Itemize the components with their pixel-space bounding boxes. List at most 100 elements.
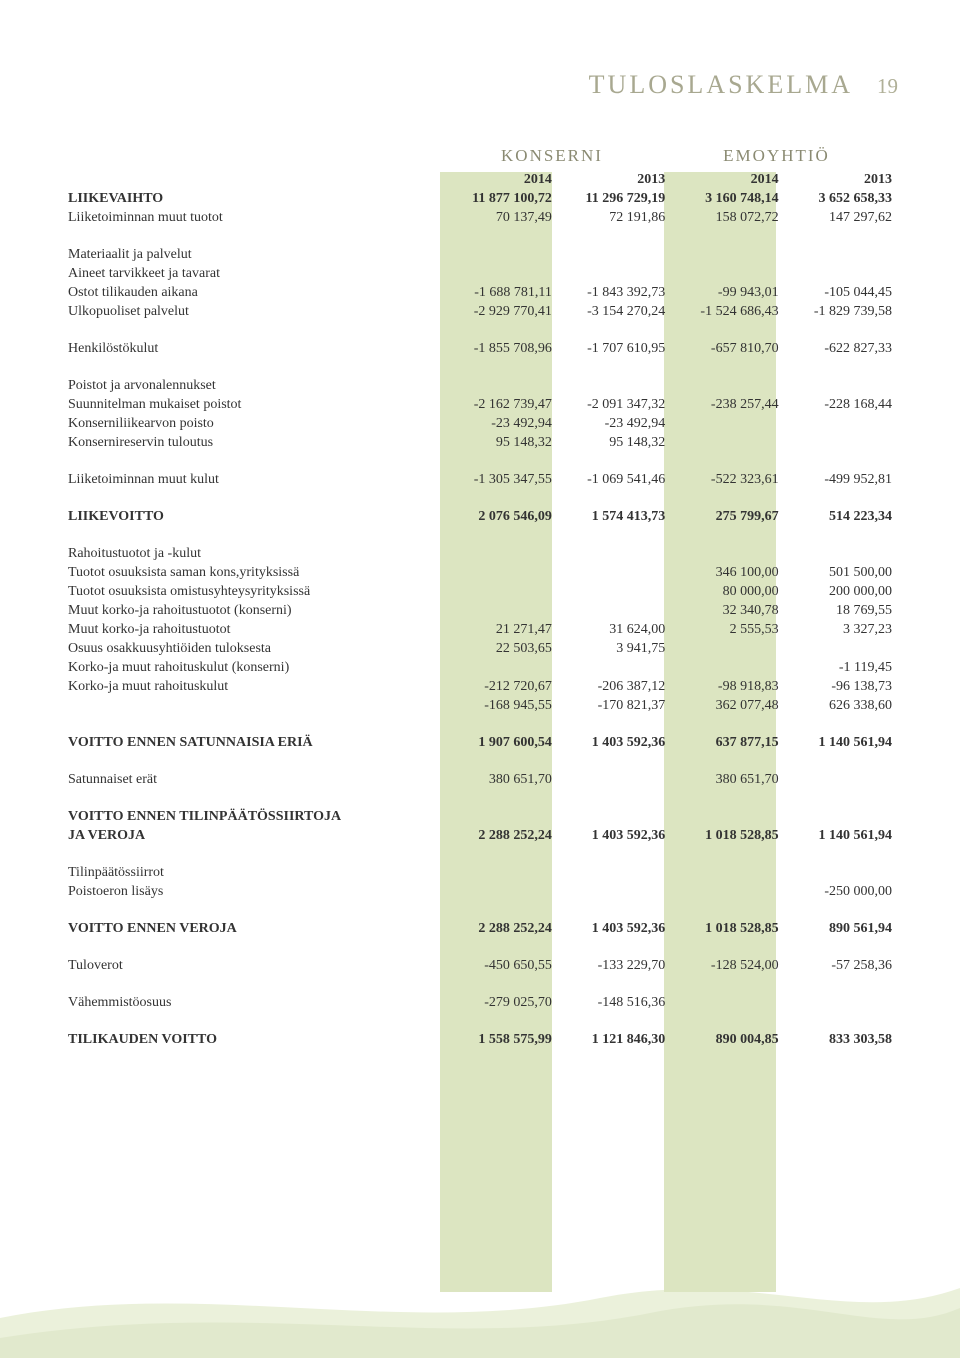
table-row: LIIKEVOITTO2 076 546,091 574 413,73275 7…: [62, 507, 898, 526]
cell-c2: -206 387,12: [558, 677, 671, 696]
cell-c3: [671, 245, 784, 264]
row-label: Tuotot osuuksista omistusyhteysyrityksis…: [62, 582, 445, 601]
cell-c1: [445, 863, 558, 882]
cell-c2: 72 191,86: [558, 208, 671, 227]
cell-c3: [671, 658, 784, 677]
cell-c4: [785, 433, 898, 452]
cell-c1: 1 907 600,54: [445, 733, 558, 752]
table-row: Osuus osakkuusyhtiöiden tuloksesta22 503…: [62, 639, 898, 658]
row-label: Konsernireservin tuloutus: [62, 433, 445, 452]
cell-c1: [445, 264, 558, 283]
cell-c4: [785, 264, 898, 283]
cell-c4: [785, 770, 898, 789]
cell-c4: -96 138,73: [785, 677, 898, 696]
cell-c4: 501 500,00: [785, 563, 898, 582]
table-row: VOITTO ENNEN VEROJA2 288 252,241 403 592…: [62, 919, 898, 938]
cell-c4: 833 303,58: [785, 1030, 898, 1049]
cell-c4: [785, 807, 898, 826]
cell-c4: -1 119,45: [785, 658, 898, 677]
column-group-labels: KONSERNI EMOYHTIÖ: [440, 146, 898, 166]
row-label: Poistot ja arvonalennukset: [62, 376, 445, 395]
cell-c2: -1 843 392,73: [558, 283, 671, 302]
row-label: LIIKEVOITTO: [62, 507, 445, 526]
table-row: Ulkopuoliset palvelut-2 929 770,41-3 154…: [62, 302, 898, 321]
year-c3: 2014: [671, 170, 784, 189]
cell-c4: -105 044,45: [785, 283, 898, 302]
cell-c3: 380 651,70: [671, 770, 784, 789]
table-row: TILIKAUDEN VOITTO1 558 575,991 121 846,3…: [62, 1030, 898, 1049]
cell-c1: 2 076 546,09: [445, 507, 558, 526]
table-row: Poistot ja arvonalennukset: [62, 376, 898, 395]
cell-c1: 2 288 252,24: [445, 919, 558, 938]
cell-c3: 890 004,85: [671, 1030, 784, 1049]
year-c4: 2013: [785, 170, 898, 189]
cell-c1: 2 288 252,24: [445, 826, 558, 845]
cell-c2: 3 941,75: [558, 639, 671, 658]
cell-c3: [671, 264, 784, 283]
cell-c2: [558, 882, 671, 901]
cell-c1: 22 503,65: [445, 639, 558, 658]
cell-c4: 1 140 561,94: [785, 733, 898, 752]
table-row: [62, 975, 898, 993]
page-number: 19: [877, 74, 898, 99]
table-row: Ostot tilikauden aikana-1 688 781,11-1 8…: [62, 283, 898, 302]
cell-c2: [558, 563, 671, 582]
cell-c2: -3 154 270,24: [558, 302, 671, 321]
table-row: Poistoeron lisäys-250 000,00: [62, 882, 898, 901]
table-row: [62, 227, 898, 245]
row-label: [62, 696, 445, 715]
table-row: VOITTO ENNEN SATUNNAISIA ERIÄ1 907 600,5…: [62, 733, 898, 752]
cell-c3: [671, 863, 784, 882]
cell-c1: 21 271,47: [445, 620, 558, 639]
table-row: [62, 938, 898, 956]
row-label: Aineet tarvikkeet ja tavarat: [62, 264, 445, 283]
cell-c2: 31 624,00: [558, 620, 671, 639]
table-row: Konsernireservin tuloutus95 148,3295 148…: [62, 433, 898, 452]
cell-c2: -23 492,94: [558, 414, 671, 433]
table-row: Tuotot osuuksista omistusyhteysyrityksis…: [62, 582, 898, 601]
cell-c3: -128 524,00: [671, 956, 784, 975]
cell-c3: 362 077,48: [671, 696, 784, 715]
cell-c1: 1 558 575,99: [445, 1030, 558, 1049]
table-row: [62, 789, 898, 807]
cell-c4: 3 652 658,33: [785, 189, 898, 208]
row-label: Henkilöstökulut: [62, 339, 445, 358]
cell-c3: -657 810,70: [671, 339, 784, 358]
cell-c3: 1 018 528,85: [671, 919, 784, 938]
table-row: Tuloverot-450 650,55-133 229,70-128 524,…: [62, 956, 898, 975]
cell-c4: [785, 376, 898, 395]
cell-c2: 1 403 592,36: [558, 826, 671, 845]
cell-c2: -170 821,37: [558, 696, 671, 715]
cell-c2: [558, 601, 671, 620]
cell-c4: 514 223,34: [785, 507, 898, 526]
cell-c1: -1 305 347,55: [445, 470, 558, 489]
cell-c4: 200 000,00: [785, 582, 898, 601]
cell-c3: 158 072,72: [671, 208, 784, 227]
row-label: Muut korko-ja rahoitustuotot (konserni): [62, 601, 445, 620]
cell-c2: -2 091 347,32: [558, 395, 671, 414]
cell-c4: 890 561,94: [785, 919, 898, 938]
table-row: Konserniliikearvon poisto-23 492,94-23 4…: [62, 414, 898, 433]
cell-c1: [445, 601, 558, 620]
table-row: [62, 321, 898, 339]
cell-c1: -212 720,67: [445, 677, 558, 696]
cell-c1: [445, 882, 558, 901]
cell-c3: -1 524 686,43: [671, 302, 784, 321]
cell-c4: [785, 993, 898, 1012]
cell-c3: [671, 639, 784, 658]
table-row: Rahoitustuotot ja -kulut: [62, 544, 898, 563]
table-row: [62, 752, 898, 770]
table-row: -168 945,55-170 821,37362 077,48626 338,…: [62, 696, 898, 715]
cell-c4: [785, 245, 898, 264]
cell-c2: [558, 544, 671, 563]
cell-c1: -1 855 708,96: [445, 339, 558, 358]
cell-c2: [558, 863, 671, 882]
cell-c2: 1 574 413,73: [558, 507, 671, 526]
cell-c1: 95 148,32: [445, 433, 558, 452]
row-label: Liiketoiminnan muut kulut: [62, 470, 445, 489]
table-row: [62, 489, 898, 507]
cell-c3: 637 877,15: [671, 733, 784, 752]
table-row: Muut korko-ja rahoitustuotot (konserni)3…: [62, 601, 898, 620]
row-label: Vähemmistöosuus: [62, 993, 445, 1012]
cell-c2: [558, 807, 671, 826]
